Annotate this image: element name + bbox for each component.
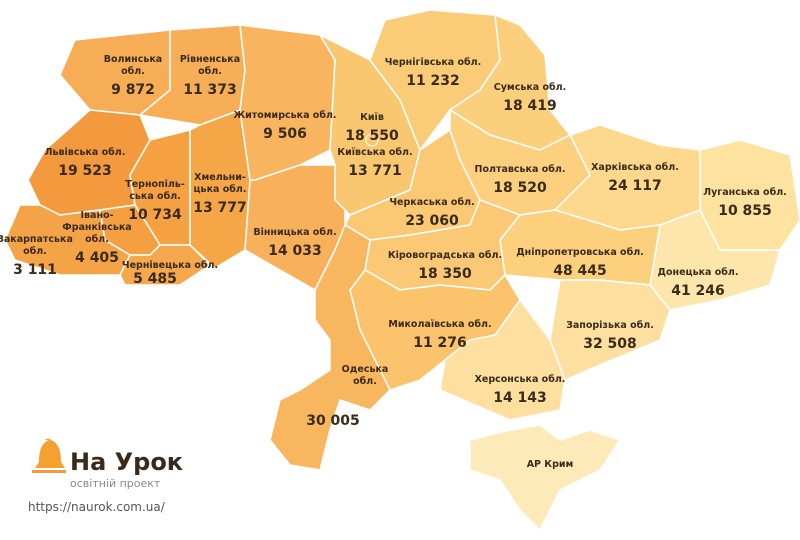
region-value: 11 373 xyxy=(183,82,237,98)
region-name: обл. xyxy=(85,234,109,245)
region-value: 14 033 xyxy=(268,243,322,259)
region-name: обл. xyxy=(198,66,222,77)
region-name: Івано- xyxy=(81,210,114,221)
region-name: ська обл. xyxy=(129,191,181,202)
region-name: Херсонська обл. xyxy=(475,374,566,385)
region-name: обл. xyxy=(23,246,47,257)
region-name: Полтавська обл. xyxy=(475,164,566,175)
region-value: 11 276 xyxy=(413,335,467,351)
region-value: 18 350 xyxy=(418,266,472,282)
region-value: 5 485 xyxy=(133,271,177,287)
region-name: Хмельни- xyxy=(194,172,246,183)
region-value: 3 111 xyxy=(13,262,57,278)
region-value: 14 143 xyxy=(493,390,547,406)
region-value: 18 550 xyxy=(345,128,399,144)
region-value: 41 246 xyxy=(671,283,725,299)
region-name: Франківська xyxy=(62,222,131,233)
region-name: Житомирська обл. xyxy=(233,110,336,121)
region-name: Луганська обл. xyxy=(703,187,787,198)
region-name: Львівська обл. xyxy=(45,147,126,158)
region-name: Київська обл. xyxy=(337,147,412,158)
region-name: Черкаська обл. xyxy=(389,197,474,208)
region-name: обл. xyxy=(121,66,145,77)
region xyxy=(469,424,622,532)
logo-title: На Урок xyxy=(70,448,183,476)
region-name: Волинська xyxy=(104,54,162,65)
region-value: 13 771 xyxy=(348,163,402,179)
city xyxy=(365,133,379,147)
region-name: АР Крим xyxy=(527,459,574,470)
region xyxy=(439,298,566,421)
region-name: Дніпропетровська обл. xyxy=(516,247,644,258)
region xyxy=(59,29,171,116)
region xyxy=(119,244,212,286)
region-value: 48 445 xyxy=(553,263,607,279)
region-name: Тернопіль- xyxy=(125,179,185,190)
region-value: 10 855 xyxy=(718,203,772,219)
region-value: 30 005 xyxy=(306,413,360,429)
region-name: Чернігівська обл. xyxy=(385,57,482,68)
region-name: обл. xyxy=(353,376,377,387)
logo: На Урок освітній проект xyxy=(32,438,183,490)
region-value: 24 117 xyxy=(608,178,662,194)
region-value: 19 523 xyxy=(58,163,112,179)
region-value: 11 232 xyxy=(406,73,460,89)
region-value: 13 777 xyxy=(193,200,247,216)
region-name: Одеська xyxy=(342,364,389,375)
region-value: 10 734 xyxy=(128,207,182,223)
region-value: 4 405 xyxy=(75,250,119,266)
region-name: Закарпатська xyxy=(0,234,73,245)
region-name: Вінницька обл. xyxy=(253,227,336,238)
region-value: 23 060 xyxy=(405,213,459,229)
region-value: 9 506 xyxy=(263,126,307,142)
region xyxy=(239,24,336,181)
region-name: Запорізька обл. xyxy=(566,320,654,331)
region xyxy=(269,223,391,471)
logo-subtitle: освітній проект xyxy=(70,477,161,490)
region-name: Сумська обл. xyxy=(494,82,566,93)
region-name: Миколаївська обл. xyxy=(388,319,491,330)
bell-base xyxy=(32,470,66,473)
region-value: 32 508 xyxy=(583,336,637,352)
region-name: Чернівецька обл. xyxy=(122,260,218,271)
region-name: Рівненська xyxy=(180,54,240,65)
region-name: цька обл. xyxy=(194,184,247,195)
region-value: 18 419 xyxy=(503,98,557,114)
url: https://naurok.com.ua/ xyxy=(28,500,166,514)
region-name: Донецька обл. xyxy=(658,267,739,278)
bell-icon xyxy=(35,438,65,468)
region-value: 18 520 xyxy=(493,180,547,196)
region-value: 9 872 xyxy=(111,82,155,98)
region-name: Київ xyxy=(360,112,384,123)
region-name: Кіровоградська обл. xyxy=(388,250,502,261)
region-name: Харківська обл. xyxy=(591,162,679,173)
